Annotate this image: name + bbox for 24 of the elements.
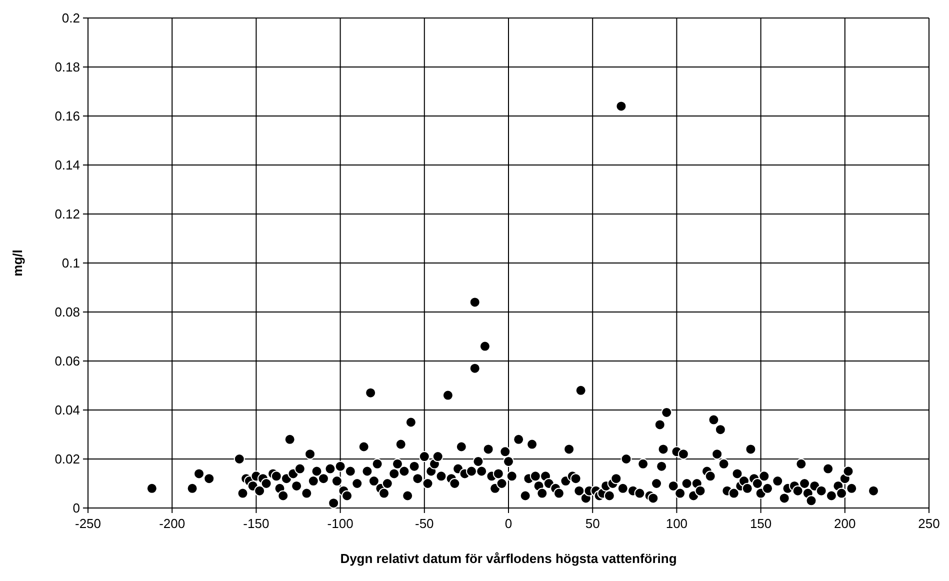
x-tick-label: 50 (585, 516, 600, 531)
y-tick-label: 0.08 (54, 304, 80, 320)
y-tick-label: 0.04 (54, 402, 80, 418)
y-tick-label: 0.1 (62, 256, 80, 271)
y-tick-label: 0 (72, 500, 80, 516)
x-tick-label: -200 (159, 516, 186, 531)
x-tick-label: 250 (918, 516, 940, 531)
x-tick-label: -100 (327, 516, 354, 531)
x-tick-label: -250 (74, 516, 102, 531)
x-tick-label: 0 (504, 516, 512, 531)
x-tick-label: -50 (415, 516, 434, 531)
x-tick-label: -150 (243, 516, 270, 531)
x-tick-label: 100 (666, 516, 688, 531)
y-tick-label: 0.16 (54, 108, 80, 124)
x-axis-title: Dygn relativt datum för vårflodens högsta vattenföring (340, 551, 677, 566)
x-tick-label: 150 (750, 516, 772, 531)
x-tick-label: 200 (834, 516, 856, 531)
y-tick-label: 0.18 (54, 60, 80, 75)
y-axis-title: mg/l (10, 250, 25, 276)
y-tick-label: 0.14 (54, 158, 80, 173)
y-tick-label: 0.06 (54, 354, 80, 369)
y-tick-label: 0.02 (54, 452, 80, 467)
y-tick-label: 0.2 (62, 10, 80, 26)
y-tick-label: 0.12 (54, 206, 80, 222)
